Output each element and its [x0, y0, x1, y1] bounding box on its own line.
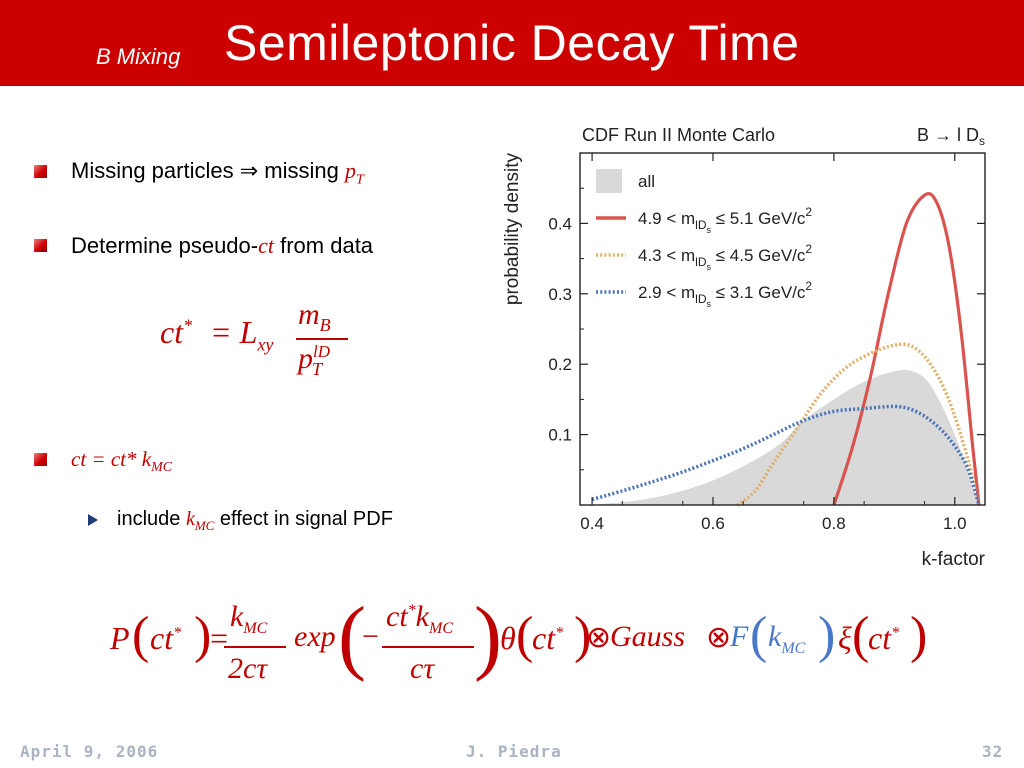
- probability-density-chart: 0.4 0.6 0.8 1.0 0.1 0.2 0.3 0.4 k-factor probabil…: [502, 125, 986, 570]
- formula-denominator: plDT: [298, 342, 330, 379]
- x-tick-label: 0.6: [701, 514, 725, 533]
- legend-label-1: 4.9 < mlDs ≤ 5.1 GeV/c2: [638, 205, 812, 235]
- footer-page-number: 32: [982, 742, 1004, 761]
- exp-function: exp: [294, 620, 336, 653]
- ct-kmc-relation: ct = ct* kMC: [71, 447, 173, 476]
- signal-pdf-formula: P ( ct* ) = kMC 2cτ exp ( − ct*kMC cτ ) …: [110, 590, 930, 698]
- x-tick-label: 1.0: [943, 514, 967, 533]
- fraction-bar: [224, 646, 286, 648]
- gauss-term: Gauss: [610, 620, 686, 653]
- frac2-num: ct*kMC: [386, 600, 453, 637]
- bullet-missing-particles: Missing particles ⇒ missing pT: [71, 158, 364, 188]
- chart-process-label: B → l Ds: [917, 125, 985, 148]
- theta-symbol: θ: [500, 620, 516, 656]
- paren-close: ): [574, 607, 592, 664]
- pseudo-ct-formula: ct* = Lxy mB plDT: [160, 298, 360, 398]
- footer-date: April 9, 2006: [20, 742, 159, 761]
- F-kmc-arg: kMC: [768, 620, 806, 657]
- formula-lhs: ct*: [160, 314, 193, 350]
- series-line-3: [591, 404, 981, 506]
- title-bar: B Mixing Semileptonic Decay Time: [0, 0, 1024, 86]
- sub-bullet-text-after: effect in signal PDF: [214, 508, 393, 530]
- xi-ct-arg: ct*: [868, 620, 900, 656]
- pt-symbol: pT: [344, 158, 364, 188]
- chart-title: CDF Run II Monte Carlo: [582, 125, 775, 145]
- kmc-symbol: kMC: [185, 508, 215, 533]
- paren-close: ): [910, 607, 928, 664]
- x-axis-label: k-factor: [922, 549, 986, 570]
- legend-swatch-all: [596, 169, 622, 193]
- fraction-bar: [296, 338, 348, 340]
- sub-bullet-kmc: include kMC effect in signal PDF: [117, 508, 393, 534]
- otimes-symbol: ⊗: [706, 621, 732, 654]
- frac1-num: kMC: [230, 600, 268, 637]
- bullet-text: Determine pseudo-: [71, 233, 259, 258]
- bullet-text: Missing particles ⇒ missing: [71, 158, 345, 183]
- legend-label-2: 4.3 < mlDs ≤ 4.5 GeV/c2: [638, 242, 812, 272]
- bullet-icon: [34, 239, 47, 252]
- minus-sign: −: [362, 620, 379, 653]
- slide-subtitle: B Mixing: [96, 44, 181, 69]
- fraction-bar: [382, 646, 474, 648]
- footer-author: J. Piedra: [466, 742, 562, 761]
- paren-open: (: [132, 607, 150, 664]
- theta-ct-arg: ct*: [532, 620, 564, 656]
- bullet-text-after: from data: [274, 233, 374, 258]
- paren-open: (: [750, 607, 768, 664]
- equals-sign: =: [210, 620, 229, 656]
- series-line-1: [832, 192, 981, 506]
- formula-numerator: mB: [298, 298, 331, 335]
- bullet-icon: [34, 165, 47, 178]
- formula-equals-lxy: = Lxy: [210, 314, 274, 355]
- frac1-den: 2cτ: [228, 652, 268, 685]
- y-tick-label: 0.2: [548, 355, 572, 374]
- y-tick-label: 0.4: [548, 214, 572, 233]
- bullet-icon: [34, 453, 47, 466]
- sub-bullet-text: include: [117, 508, 186, 530]
- resolution-F-term: F: [730, 620, 749, 653]
- ct-symbol: ct: [258, 233, 274, 258]
- paren-close: ): [818, 607, 836, 664]
- big-paren-close: ): [474, 590, 502, 683]
- frac2-den: cτ: [410, 652, 435, 685]
- sub-bullet-icon: [88, 514, 98, 526]
- y-axis-label: probability density: [502, 153, 523, 306]
- legend-label-3: 2.9 < mlDs ≤ 3.1 GeV/c2: [638, 279, 812, 309]
- pdf-P: P: [110, 620, 130, 656]
- series-line-2: [736, 342, 981, 507]
- x-tick-label: 0.8: [822, 514, 846, 533]
- xi-symbol: ξ: [838, 620, 852, 656]
- pdf-ct-arg: ct*: [150, 620, 182, 656]
- otimes-symbol: ⊗: [586, 621, 612, 654]
- series-area-all: [592, 369, 979, 505]
- y-tick-label: 0.3: [548, 285, 572, 304]
- x-tick-label: 0.4: [580, 514, 604, 533]
- bullet-determine-ct: Determine pseudo-ct from data: [71, 233, 373, 259]
- legend-label-all: all: [638, 172, 655, 191]
- slide-title: Semileptonic Decay Time: [224, 15, 800, 71]
- paren-open: (: [852, 607, 870, 664]
- big-paren-open: (: [338, 590, 366, 683]
- paren-close: ): [194, 607, 212, 664]
- y-tick-label: 0.1: [548, 426, 572, 445]
- paren-open: (: [516, 607, 534, 664]
